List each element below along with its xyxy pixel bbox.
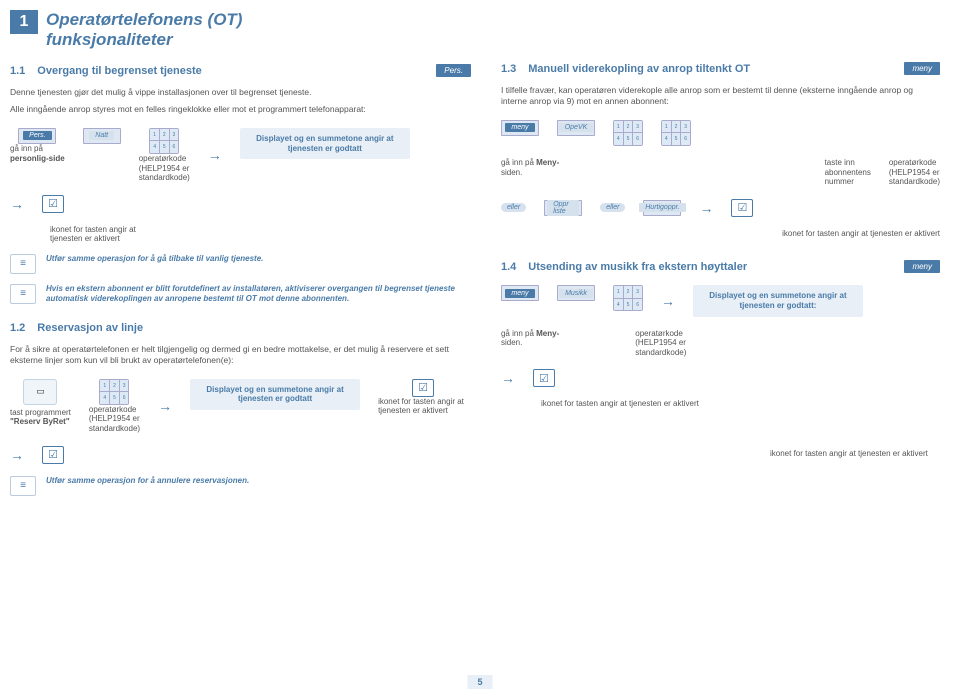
icon-meny-14: meny	[501, 285, 539, 301]
sub-num-14: 1.4	[501, 261, 516, 273]
arrow-icon: →	[10, 447, 24, 463]
sub-title-11: Overgang til begrenset tjeneste	[37, 65, 436, 77]
eller-pill: eller	[501, 203, 526, 212]
section-number: 1	[10, 10, 38, 34]
cap: "Reserv ByRet"	[10, 417, 70, 426]
section-title-1: Operatørtelefonens (OT)	[46, 10, 242, 30]
icon-meny-13: meny	[501, 120, 539, 136]
softkey-icon: ☑	[533, 369, 555, 387]
bubble-11: Displayet og en summetone angir at tjene…	[240, 128, 410, 159]
cap: personlig-side	[10, 154, 65, 163]
opevk-label: OpeVK	[559, 123, 594, 132]
note-utfor-12: Utfør samme operasjon for å annulere res…	[46, 476, 249, 486]
icon-keypad-13a: 123456	[613, 120, 643, 146]
arrow-icon: →	[501, 370, 515, 386]
arrow-icon: →	[158, 398, 172, 414]
softkey-icon: ☑	[42, 446, 64, 464]
note-icon: ≡	[10, 284, 36, 304]
note-icon: ≡	[10, 254, 36, 274]
cap: ikonet for tasten angir at tjenesten er …	[378, 397, 468, 416]
note-ic-11: ikonet for tasten angir at tjenesten er …	[50, 225, 140, 244]
cap: operatørkode	[139, 154, 187, 163]
icon-keypad-14: 123456	[613, 285, 643, 311]
icon-opevk: OpeVK	[557, 120, 595, 136]
bubble-14: Displayet og en summetone angir at tjene…	[693, 285, 863, 316]
arrow-icon: →	[208, 147, 222, 163]
icon-natt: Natt	[83, 128, 121, 144]
cap-op-14: operatørkode(HELP1954 erstandardkode)	[635, 329, 686, 358]
note-utfor-11: Utfør samme operasjon for å gå tilbake t…	[46, 254, 263, 264]
icon-pers: Pers. gå inn påpersonlig-side	[10, 128, 65, 163]
cap-op-13: operatørkode(HELP1954 erstandardkode)	[889, 158, 940, 187]
arrow-icon: →	[699, 200, 713, 216]
softkey-icon: ☑	[42, 195, 64, 213]
note-ic-14: ikonet for tasten angir at tjenesten er …	[541, 399, 711, 409]
s12-p1: For å sikre at operatørtelefonen er helt…	[10, 344, 471, 367]
section-title-2: funksjonaliteter	[46, 30, 242, 50]
musikk-label: Musikk	[559, 289, 593, 298]
icon-keypad-13b: 123456	[661, 120, 691, 146]
cap: standardkode)	[89, 424, 140, 433]
arrow-icon: →	[10, 196, 24, 212]
cap-ab-13: taste innabonnentensnummer	[825, 158, 871, 187]
cap-meny-14: gå inn på Meny-siden.	[501, 329, 559, 348]
pers-label: Pers.	[23, 131, 51, 140]
page-number: 5	[467, 675, 492, 689]
sub-num-13: 1.3	[501, 63, 516, 75]
note-ic-13: ikonet for tasten angir at tjenesten er …	[770, 229, 940, 239]
cap: operatørkode	[89, 405, 137, 414]
softkey-icon: ☑	[731, 199, 753, 217]
badge-pers: Pers.	[436, 64, 471, 77]
icon-musikk: Musikk	[557, 285, 595, 301]
natt-label: Natt	[89, 131, 114, 140]
oppr-liste-label: Oppr liste	[547, 200, 579, 216]
cap: tast programmert	[10, 408, 71, 417]
sub-title-14: Utsending av musikk fra ekstern høyttale…	[528, 261, 904, 273]
badge-meny-14: meny	[904, 260, 940, 273]
s13-p1: I tilfelle fravær, kan operatøren videre…	[501, 85, 940, 108]
icon-prog-key: ▭ tast programmert"Reserv ByRet"	[10, 379, 71, 427]
softkey-12: ☑ ikonet for tasten angir at tjenesten e…	[378, 379, 468, 416]
icon-keypad: 123456 operatørkode(HELP1954 erstandardk…	[139, 128, 190, 183]
meny-label: meny	[505, 289, 534, 298]
cap: (HELP1954 er	[139, 164, 190, 173]
cap: gå inn på	[10, 144, 43, 153]
sub-title-13: Manuell viderekopling av anrop tiltenkt …	[528, 63, 904, 75]
meny-label: meny	[505, 123, 534, 132]
bubble-12: Displayet og en summetone angir at tjene…	[190, 379, 360, 410]
note-ic-12b: ikonet for tasten angir at tjenesten er …	[770, 449, 940, 459]
icon-keypad-12: 123456 operatørkode(HELP1954 erstandardk…	[89, 379, 140, 434]
hurtigoppr-label: Hurtigoppr.	[639, 203, 685, 212]
badge-meny-13: meny	[904, 62, 940, 75]
sub-title-12: Reservasjon av linje	[37, 322, 471, 334]
sub-num-11: 1.1	[10, 65, 25, 77]
cap: (HELP1954 er	[89, 414, 140, 423]
cap: standardkode)	[139, 173, 190, 182]
note-icon: ≡	[10, 476, 36, 496]
s11-p2: Alle inngående anrop styres mot en felle…	[10, 104, 471, 115]
cap-meny-13: gå inn på Meny-siden.	[501, 158, 559, 177]
arrow-icon: →	[661, 293, 675, 309]
note-hvis-11: Hvis en ekstern abonnent er blitt forutd…	[46, 284, 471, 304]
eller-pill: eller	[600, 203, 625, 212]
s11-p1: Denne tjenesten gjør det mulig å vippe i…	[10, 87, 471, 98]
sub-num-12: 1.2	[10, 322, 25, 334]
